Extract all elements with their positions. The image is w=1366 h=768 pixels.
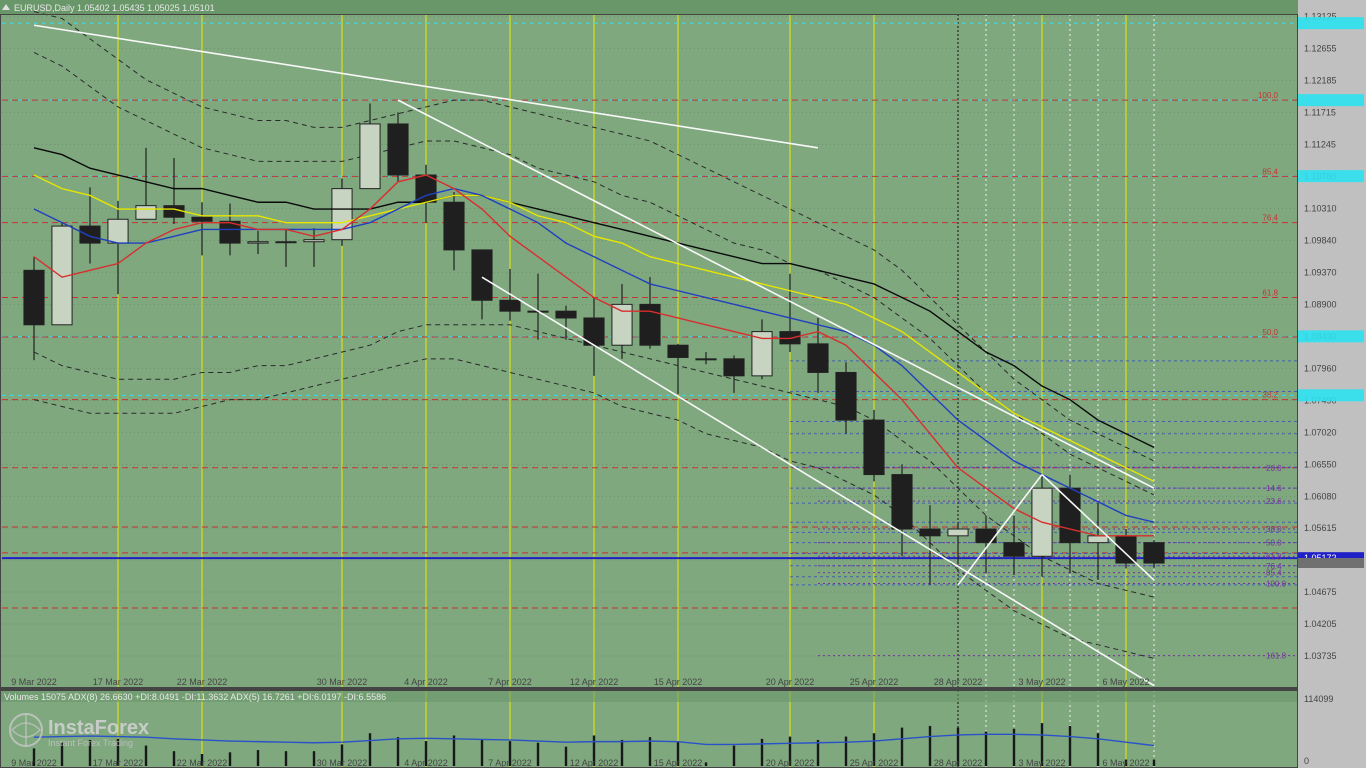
svg-text:20.0: 20.0 xyxy=(1266,464,1282,473)
svg-text:30 Mar 2022: 30 Mar 2022 xyxy=(317,758,368,768)
svg-text:1.07960: 1.07960 xyxy=(1304,363,1337,373)
svg-text:1.07020: 1.07020 xyxy=(1304,427,1337,437)
svg-text:4 Apr 2022: 4 Apr 2022 xyxy=(404,677,448,687)
svg-text:20 Apr 2022: 20 Apr 2022 xyxy=(766,758,815,768)
svg-text:7 Apr 2022: 7 Apr 2022 xyxy=(488,758,532,768)
svg-text:1.08900: 1.08900 xyxy=(1304,299,1337,309)
svg-text:1.09840: 1.09840 xyxy=(1304,235,1337,245)
svg-text:12 Apr 2022: 12 Apr 2022 xyxy=(570,758,619,768)
svg-text:1.05615: 1.05615 xyxy=(1304,523,1337,533)
svg-text:6 May 2022: 6 May 2022 xyxy=(1102,677,1149,687)
svg-text:114099: 114099 xyxy=(1304,694,1333,704)
svg-text:9 Mar 2022: 9 Mar 2022 xyxy=(11,677,57,687)
svg-text:28 Apr 2022: 28 Apr 2022 xyxy=(934,677,983,687)
svg-text:6 May 2022: 6 May 2022 xyxy=(1102,758,1149,768)
svg-text:3 May 2022: 3 May 2022 xyxy=(1018,758,1065,768)
svg-text:61.8: 61.8 xyxy=(1266,552,1282,561)
svg-text:23.6: 23.6 xyxy=(1266,497,1282,506)
svg-text:1.06550: 1.06550 xyxy=(1304,459,1337,469)
svg-text:85.4: 85.4 xyxy=(1262,167,1278,176)
svg-text:1.11245: 1.11245 xyxy=(1304,140,1336,150)
svg-text:100.0: 100.0 xyxy=(1258,91,1279,100)
svg-text:1.03735: 1.03735 xyxy=(1304,651,1337,661)
svg-text:1.04675: 1.04675 xyxy=(1304,587,1337,597)
svg-text:1.12655: 1.12655 xyxy=(1304,44,1337,54)
svg-text:38.2: 38.2 xyxy=(1262,391,1278,400)
svg-text:InstaForex: InstaForex xyxy=(48,717,149,739)
svg-text:Instant Forex Trading: Instant Forex Trading xyxy=(48,738,133,748)
svg-text:3 May 2022: 3 May 2022 xyxy=(1018,677,1065,687)
svg-text:38.0: 38.0 xyxy=(1266,525,1282,534)
svg-text:100.0: 100.0 xyxy=(1266,579,1287,588)
svg-text:1.09370: 1.09370 xyxy=(1304,267,1337,277)
svg-text:1.12185: 1.12185 xyxy=(1304,76,1337,86)
svg-text:Volumes 15075 ADX(8) 26.6630: Volumes 15075 ADX(8) 26.6630 +DI:8.0491 … xyxy=(4,692,386,702)
svg-text:15 Apr 2022: 15 Apr 2022 xyxy=(654,677,703,687)
svg-text:EURUSD,Daily 1.05402 1.05435: EURUSD,Daily 1.05402 1.05435 1.05025 1.0… xyxy=(14,3,215,13)
svg-text:9 Mar 2022: 9 Mar 2022 xyxy=(11,758,57,768)
svg-text:1.11715: 1.11715 xyxy=(1304,108,1336,118)
svg-text:17 Mar 2022: 17 Mar 2022 xyxy=(93,758,144,768)
svg-text:17 Mar 2022: 17 Mar 2022 xyxy=(93,677,144,687)
svg-text:20 Apr 2022: 20 Apr 2022 xyxy=(766,677,815,687)
svg-text:22 Mar 2022: 22 Mar 2022 xyxy=(177,758,228,768)
svg-text:25 Apr 2022: 25 Apr 2022 xyxy=(850,677,899,687)
svg-text:85.4: 85.4 xyxy=(1266,569,1282,578)
svg-text:14.6: 14.6 xyxy=(1266,484,1282,493)
svg-text:1.06080: 1.06080 xyxy=(1304,491,1337,501)
svg-text:1.10310: 1.10310 xyxy=(1304,203,1337,213)
svg-text:25 Apr 2022: 25 Apr 2022 xyxy=(850,758,899,768)
svg-text:7 Apr 2022: 7 Apr 2022 xyxy=(488,677,532,687)
chart-svg[interactable]: 1.131251.126551.121851.117151.112451.107… xyxy=(0,0,1366,768)
svg-text:4 Apr 2022: 4 Apr 2022 xyxy=(404,758,448,768)
svg-text:50.0: 50.0 xyxy=(1266,539,1282,548)
svg-text:61.8: 61.8 xyxy=(1262,289,1278,298)
svg-text:161.8: 161.8 xyxy=(1266,652,1287,661)
svg-text:1.04205: 1.04205 xyxy=(1304,619,1337,629)
svg-text:30 Mar 2022: 30 Mar 2022 xyxy=(317,677,368,687)
svg-text:76.4: 76.4 xyxy=(1262,214,1278,223)
svg-text:28 Apr 2022: 28 Apr 2022 xyxy=(934,758,983,768)
svg-text:0: 0 xyxy=(1304,756,1309,766)
svg-text:22 Mar 2022: 22 Mar 2022 xyxy=(177,677,228,687)
svg-text:50.0: 50.0 xyxy=(1262,328,1278,337)
svg-text:15 Apr 2022: 15 Apr 2022 xyxy=(654,758,703,768)
chart-root: 1.131251.126551.121851.117151.112451.107… xyxy=(0,0,1366,768)
svg-text:12 Apr 2022: 12 Apr 2022 xyxy=(570,677,619,687)
